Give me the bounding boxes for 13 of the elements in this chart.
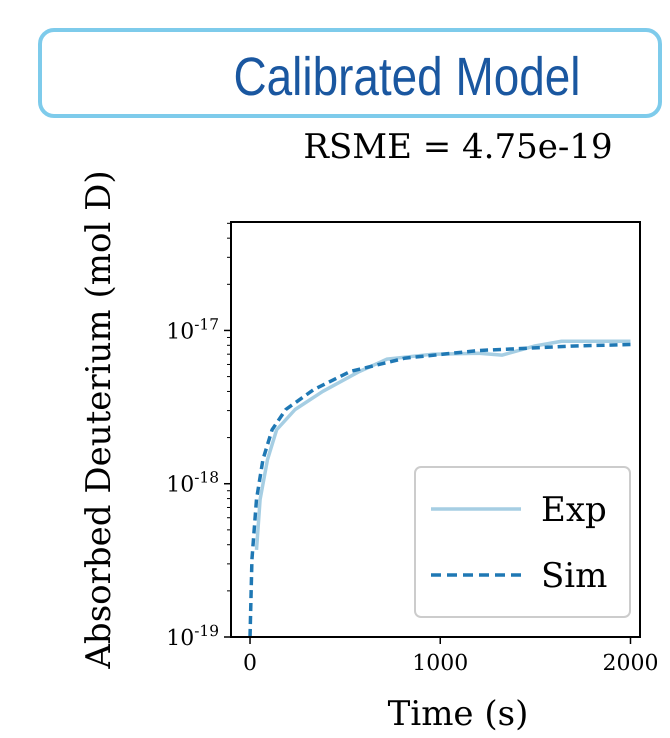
x-axis-title: Time (s) (388, 694, 528, 734)
y-axis-title: Absorbed Deuterium (mol D) (79, 170, 119, 670)
chart-subtitle: RSME = 4.75e-19 (303, 127, 613, 167)
line-series (248, 342, 632, 637)
x-tick-label: 1000 (412, 651, 468, 676)
y-tick-label: 10$^{-17}$ (166, 315, 219, 344)
y-tick-label: 10$^{-18}$ (166, 468, 219, 498)
legend-label: Exp (541, 490, 607, 530)
y-tick-label: 10$^{-19}$ (166, 622, 219, 651)
legend-label: Sim (541, 556, 608, 596)
x-tick-label: 0 (243, 651, 258, 676)
chart-title: Calibrated Model (234, 46, 580, 107)
x-tick-label: 2000 (602, 651, 658, 676)
